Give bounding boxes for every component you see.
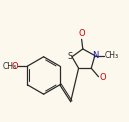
Text: S: S	[68, 52, 73, 61]
Text: CH₃: CH₃	[104, 51, 119, 60]
Text: O: O	[11, 62, 18, 71]
Text: CH₃: CH₃	[3, 62, 17, 71]
Text: N: N	[92, 51, 98, 60]
Text: O: O	[78, 29, 85, 38]
Text: O: O	[99, 73, 106, 82]
